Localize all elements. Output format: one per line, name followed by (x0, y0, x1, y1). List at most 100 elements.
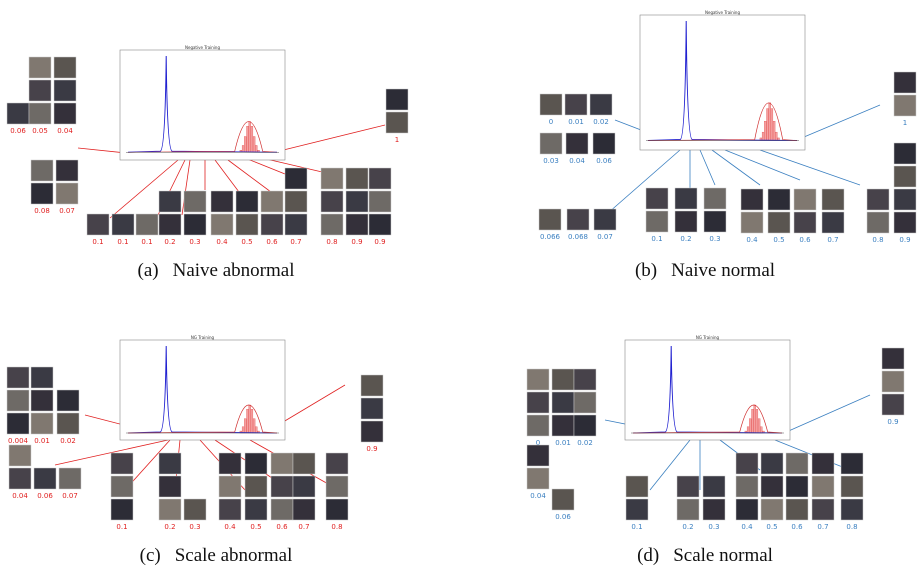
connector (724, 149, 801, 181)
thumbnail (110, 475, 134, 498)
panel: NG Training 0 0.01 0.02 0.04 0.06 0.9 0.1 0.2 0.3… (526, 335, 905, 566)
score-label: 0.06 (555, 513, 571, 521)
thumbnail (840, 498, 864, 521)
connector (54, 439, 169, 466)
score-label: 0.1 (92, 238, 103, 246)
thumbnail (158, 213, 182, 236)
thumbnail (8, 444, 32, 467)
score-label: 0 (549, 118, 553, 126)
histogram-bar (246, 126, 249, 153)
thumbnail (320, 190, 344, 213)
score-label: 0.02 (60, 437, 76, 445)
thumbnail (760, 475, 784, 498)
thumbnail (566, 208, 590, 231)
thumbnail (551, 391, 575, 414)
connector (649, 439, 691, 491)
thumbnail (183, 213, 207, 236)
thumbnail (793, 211, 817, 234)
score-label: 0.8 (872, 236, 883, 244)
thumbnail (86, 213, 110, 236)
thumbnail (785, 452, 809, 475)
score-label: 0.02 (593, 118, 609, 126)
histogram-bar (248, 121, 251, 153)
thumbnail (284, 213, 308, 236)
thumbnail (320, 213, 344, 236)
score-label: 0.3 (709, 235, 720, 243)
panel: Negative Training 0.06 0.05 0.04 0.08 0.07 1 0.… (6, 45, 409, 281)
connector (711, 149, 761, 186)
thumbnail (183, 498, 207, 521)
score-label: 0.02 (577, 439, 593, 447)
chart-title: NG Training (191, 335, 215, 340)
chart-title: Negative Training (185, 45, 220, 50)
score-label: 0.6 (799, 236, 811, 244)
score-label: 0.6 (266, 238, 278, 246)
histogram-bar (246, 409, 249, 434)
thumbnail (564, 93, 588, 116)
thumbnail (33, 467, 57, 490)
thumbnail (325, 452, 349, 475)
histogram-bar (250, 409, 254, 434)
score-label: 0.7 (290, 238, 301, 246)
thumbnail (702, 475, 726, 498)
density-curve (127, 345, 278, 434)
thumbnail (573, 414, 597, 437)
thumbnail (840, 475, 864, 498)
thumbnail (6, 412, 30, 435)
score-label: 0.8 (326, 238, 337, 246)
thumbnail (866, 211, 890, 234)
thumbnail (30, 366, 54, 389)
histogram-bar (764, 120, 767, 141)
score-label: 0.3 (189, 238, 200, 246)
thumbnail (539, 93, 563, 116)
thumbnail (218, 475, 242, 498)
score-label: 1 (395, 136, 399, 144)
chart-title: NG Training (696, 335, 720, 340)
score-label: 0.07 (597, 233, 613, 241)
histogram-bar (753, 404, 756, 434)
caption: (a) Naive abnormal (138, 260, 295, 281)
thumbnail (6, 102, 30, 125)
score-label: 1 (903, 119, 907, 127)
histogram-bar (775, 131, 778, 141)
thumbnail (703, 210, 727, 233)
histogram-bar (252, 418, 256, 434)
thumbnail (325, 498, 349, 521)
score-label: 0.9 (366, 445, 377, 453)
thumbnail (625, 498, 649, 521)
density-curve (632, 345, 783, 434)
thumbnail (767, 188, 791, 211)
histogram-bar (755, 409, 759, 434)
panel: Negative Training 0 0.01 0.02 0.03 0.04 0.06 1 0… (538, 10, 917, 281)
thumbnail (244, 475, 268, 498)
score-label: 0.1 (631, 523, 642, 531)
score-label: 0.9 (351, 238, 362, 246)
score-label: 0.5 (250, 523, 261, 531)
histogram-frame (624, 339, 791, 441)
score-label: 0.06 (596, 157, 612, 165)
thumbnail (893, 165, 917, 188)
histogram-bar (241, 145, 245, 153)
thumbnail (8, 467, 32, 490)
thumbnail (893, 211, 917, 234)
score-label: 0.8 (846, 523, 857, 531)
histogram-bar (749, 418, 752, 434)
score-label: 0.066 (540, 233, 561, 241)
thumbnail (881, 347, 905, 370)
score-label: 0.2 (680, 235, 691, 243)
thumbnail (158, 475, 182, 498)
score-label: 0.2 (682, 523, 693, 531)
score-label: 0.5 (773, 236, 784, 244)
score-label: 0.2 (164, 523, 175, 531)
thumbnail (893, 71, 917, 94)
thumbnail (56, 412, 80, 435)
thumbnail (55, 182, 79, 205)
score-label: 0.4 (224, 523, 236, 531)
score-label: 0.7 (817, 523, 828, 531)
histogram-bar (241, 426, 245, 434)
thumbnail (345, 167, 369, 190)
thumbnail (565, 132, 589, 155)
thumbnail (785, 475, 809, 498)
thumbnail (538, 208, 562, 231)
